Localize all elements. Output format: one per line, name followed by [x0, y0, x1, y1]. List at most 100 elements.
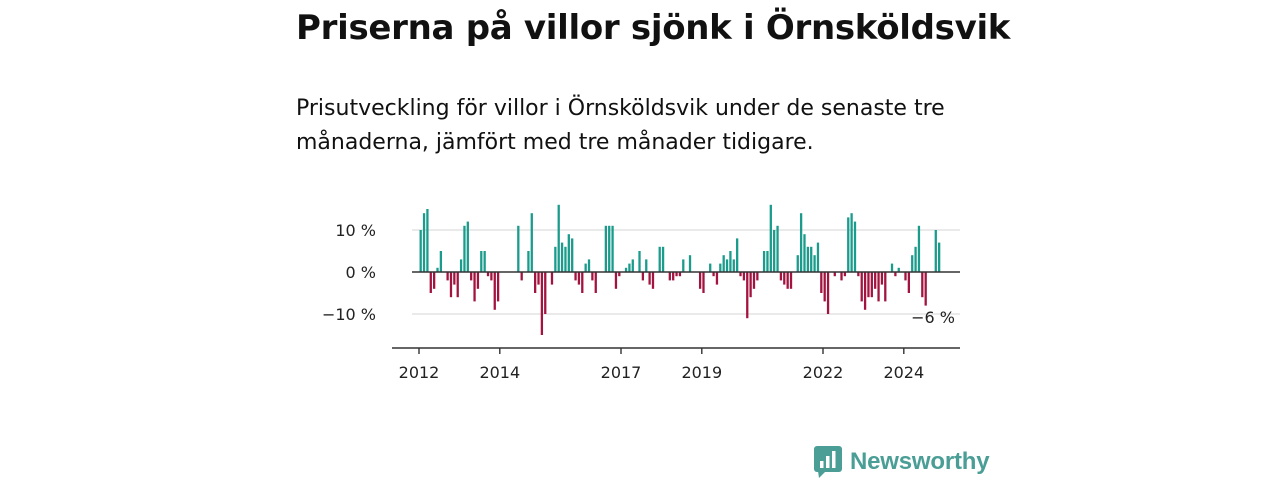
- bar: [732, 259, 735, 272]
- bar: [921, 272, 924, 298]
- bar: [863, 272, 867, 310]
- bar: [853, 221, 857, 272]
- x-tick-label: 2014: [479, 363, 520, 382]
- bar: [594, 272, 597, 293]
- brand-name: Newsworthy: [850, 448, 990, 475]
- bar: [779, 272, 783, 281]
- bar: [799, 213, 803, 272]
- bar: [914, 246, 917, 272]
- bar: [752, 272, 756, 289]
- bar: [934, 230, 937, 272]
- bar: [564, 246, 567, 272]
- bar: [496, 272, 500, 302]
- bar: [446, 272, 449, 281]
- bar: [672, 272, 675, 281]
- bar: [527, 251, 530, 272]
- chart-title: Priserna på villor sjönk i Örnsköldsvik: [296, 8, 1011, 48]
- bar: [688, 255, 692, 272]
- bar: [668, 272, 671, 281]
- bar: [722, 255, 725, 272]
- bar: [786, 272, 789, 289]
- bar: [675, 272, 678, 277]
- bar: [880, 272, 884, 285]
- bar: [911, 255, 914, 272]
- bar: [796, 255, 799, 272]
- brand-logo[interactable]: Newsworthy: [814, 446, 990, 478]
- bar: [459, 259, 463, 272]
- y-tick-label: −10 %: [322, 305, 376, 324]
- bar: [742, 272, 746, 281]
- bar: [463, 225, 466, 272]
- bar: [661, 246, 665, 272]
- bar: [651, 272, 655, 289]
- bar: [493, 272, 496, 310]
- bar: [540, 272, 544, 335]
- bar: [426, 209, 429, 272]
- bar: [904, 272, 907, 281]
- bar: [766, 251, 769, 272]
- bar: [840, 272, 843, 281]
- y-tick-label: 0 %: [346, 263, 376, 282]
- bar: [628, 263, 631, 272]
- bar: [574, 272, 577, 281]
- bar: [456, 272, 459, 298]
- bar: [783, 272, 786, 285]
- x-tick-label: 2024: [883, 363, 924, 382]
- bar: [709, 263, 712, 272]
- bar: [729, 251, 732, 272]
- x-tick-label: 2017: [601, 363, 642, 382]
- bar: [554, 246, 557, 272]
- bar: [810, 246, 813, 272]
- bar: [658, 246, 661, 272]
- bar: [803, 234, 806, 272]
- x-axis-labels: 2012 2014 2017 2019 2022 2024: [399, 348, 924, 382]
- bar: [776, 225, 779, 272]
- bar: [433, 272, 436, 289]
- bar: [820, 272, 823, 293]
- bar: [429, 272, 432, 293]
- bar: [476, 272, 480, 289]
- bar: [867, 272, 870, 298]
- bar: [567, 234, 570, 272]
- bar: [520, 272, 523, 281]
- bar: [449, 272, 453, 298]
- bar: [746, 272, 749, 319]
- bar: [587, 259, 591, 272]
- bar: [877, 272, 880, 302]
- bar: [826, 272, 830, 314]
- bar: [739, 272, 742, 277]
- bar: [938, 242, 941, 272]
- bar: [847, 217, 850, 272]
- bar: [756, 272, 759, 281]
- bar: [550, 272, 554, 285]
- y-axis-labels: 10 % 0 % −10 %: [322, 221, 376, 324]
- bar: [816, 242, 820, 272]
- bar: [789, 272, 793, 289]
- bar: [584, 263, 587, 272]
- bar: [924, 272, 927, 306]
- bar: [857, 272, 860, 277]
- bar: [762, 251, 766, 272]
- bar: [894, 272, 897, 277]
- bar: [591, 272, 594, 281]
- x-tick-label: 2012: [399, 363, 440, 382]
- bar: [618, 272, 621, 277]
- bar: [560, 242, 564, 272]
- bar: [557, 204, 560, 272]
- bar: [884, 272, 887, 302]
- bar: [698, 272, 702, 289]
- bar: [473, 272, 476, 302]
- bar: [480, 251, 483, 272]
- bar: [897, 267, 900, 272]
- chart-subtitle: Prisutveckling för villor i Örnsköldsvik…: [296, 96, 945, 155]
- bar: [614, 272, 618, 289]
- bar: [907, 272, 910, 293]
- bar: [604, 225, 607, 272]
- bar: [439, 251, 443, 272]
- bar: [648, 272, 651, 285]
- y-tick-label: 10 %: [335, 221, 376, 240]
- end-value-label: −6 %: [911, 308, 955, 327]
- bar: [736, 238, 739, 272]
- bar: [719, 263, 722, 272]
